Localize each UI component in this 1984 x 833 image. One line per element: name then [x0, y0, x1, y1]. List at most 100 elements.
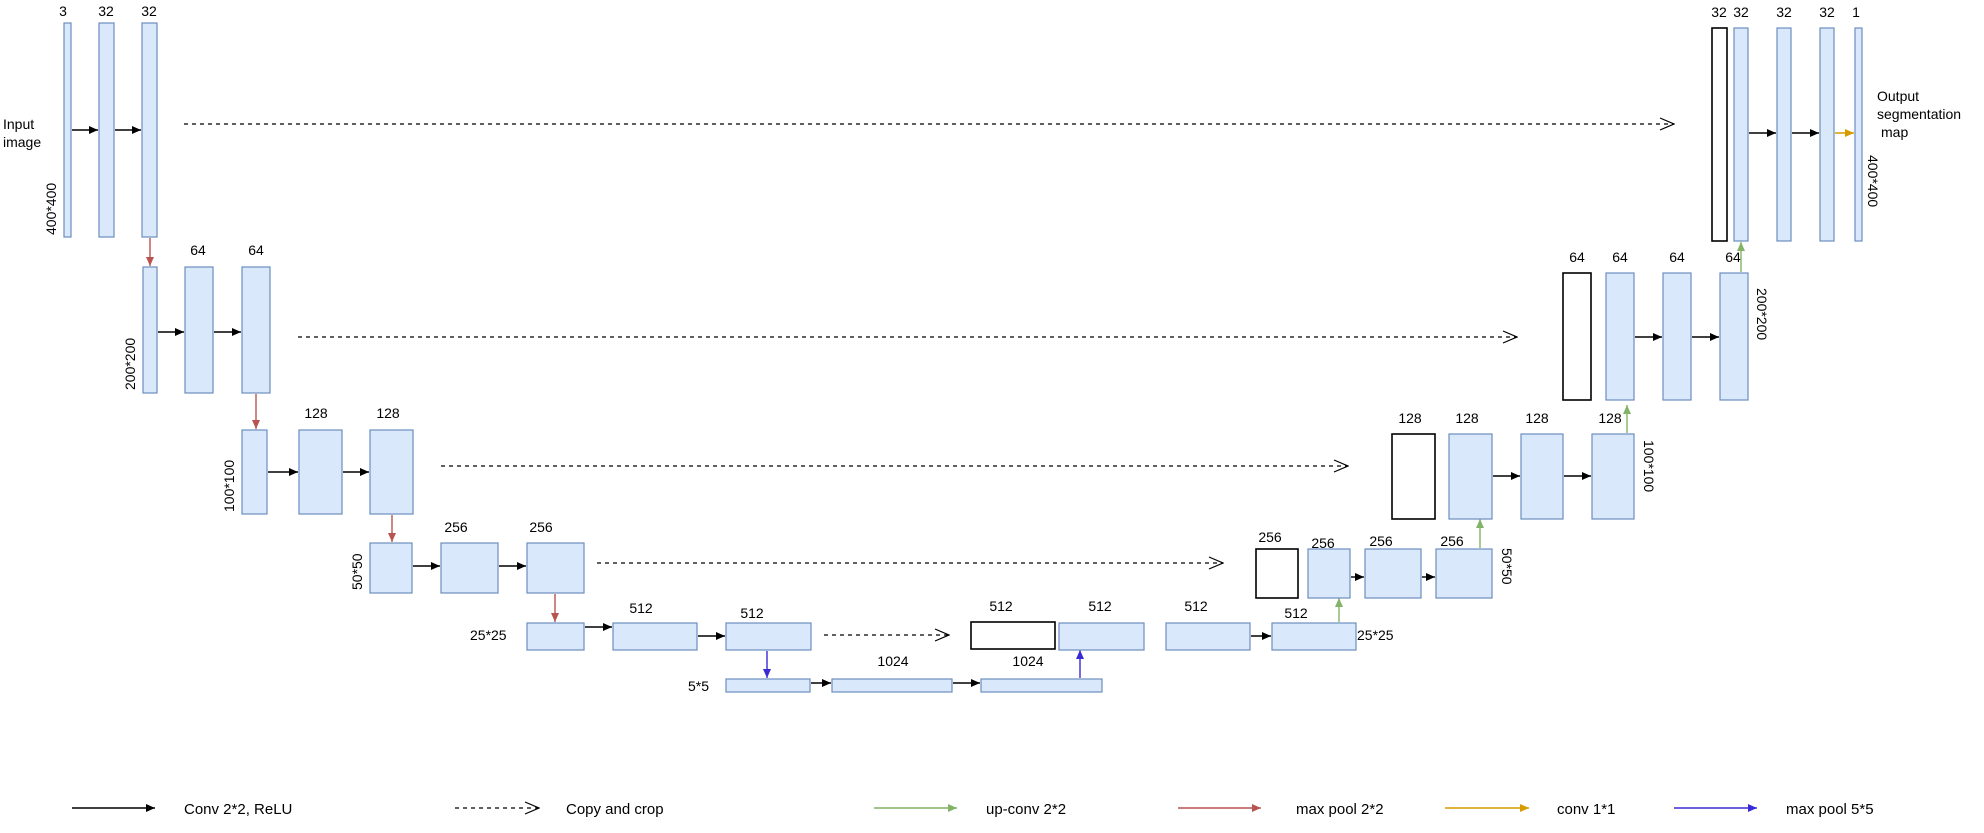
legend-item-maxpool-5: max pool 5*5: [1674, 801, 1874, 818]
bottleneck: 1024 1024 5*5: [688, 650, 1103, 694]
input-label-line2: image: [3, 134, 41, 150]
legend-item-upconv: up-conv 2*2: [874, 801, 1066, 818]
output-feature-map: [1854, 27, 1863, 242]
decoder-level-4: 256 256 256 256 50*50: [1255, 519, 1515, 599]
legend-label: up-conv 2*2: [986, 801, 1066, 818]
feature-map-dec2-c: [1719, 272, 1749, 401]
feature-map-enc4-a: [369, 542, 413, 594]
legend-item-conv-relu: Conv 2*2, ReLU: [72, 801, 292, 818]
spatial-size-label: 50*50: [349, 553, 365, 590]
feature-map-dec3-a: [1448, 433, 1493, 520]
channel-label: 64: [190, 242, 206, 258]
feature-map-dec3-b: [1520, 433, 1564, 520]
feature-map-dec4-c: [1435, 548, 1493, 599]
feature-map-dec4-a: [1307, 548, 1351, 599]
legend-item-conv1x1: conv 1*1: [1445, 801, 1615, 818]
decoder-level-2: 64 64 64 64 200*200: [1562, 242, 1770, 401]
channel-label: 64: [1569, 249, 1585, 265]
channel-label: 1: [1852, 4, 1860, 20]
channel-label: 256: [529, 519, 553, 535]
spatial-size-label: 200*200: [1754, 288, 1770, 340]
spatial-size-label: 200*200: [122, 338, 138, 390]
feature-map-enc2-b: [184, 266, 214, 394]
spatial-size-label: 25*25: [470, 627, 507, 643]
output-label-line3: map: [1881, 124, 1908, 140]
feature-map-enc4-b: [440, 542, 499, 594]
feature-map-dec3-c: [1591, 433, 1635, 520]
channel-label: 128: [1398, 410, 1422, 426]
channel-label: 256: [1258, 529, 1282, 545]
channel-label: 512: [629, 600, 653, 616]
feature-map-enc5-b: [612, 622, 698, 651]
feature-map-dec2-b: [1662, 272, 1692, 401]
feature-map-bottleneck-c: [980, 678, 1103, 693]
channel-label: 64: [1725, 249, 1741, 265]
feature-map-dec5-a: [1058, 622, 1145, 651]
spatial-size-label: 5*5: [688, 678, 709, 694]
channel-label: 32: [1776, 4, 1792, 20]
channel-label: 512: [989, 598, 1013, 614]
copied-feature-map-dec4: [1255, 548, 1299, 599]
feature-map-dec5-c: [1271, 622, 1357, 651]
legend-item-copy-crop: Copy and crop: [455, 801, 664, 818]
feature-map-enc1-c: [141, 22, 158, 238]
legend-label: max pool 2*2: [1296, 801, 1384, 818]
channel-label: 128: [1455, 410, 1479, 426]
legend: Conv 2*2, ReLU Copy and crop up-conv 2*2…: [72, 801, 1874, 818]
feature-map-enc1-b: [98, 22, 115, 238]
encoder-level-3: 128 128 100*100: [221, 405, 414, 542]
encoder-level-4: 256 256 50*50: [349, 519, 585, 622]
output-label-line1: Output: [1877, 88, 1919, 104]
feature-map-dec1-a: [1733, 27, 1749, 242]
output-label-line2: segmentation: [1877, 106, 1961, 122]
channel-label: 512: [1088, 598, 1112, 614]
feature-map-enc2-a: [142, 266, 158, 394]
channel-label: 32: [98, 3, 114, 19]
feature-map-enc5-a: [526, 622, 585, 651]
feature-map-bottleneck-a: [725, 678, 811, 693]
spatial-size-label: 400*400: [43, 183, 59, 235]
copied-feature-map-dec3: [1391, 433, 1436, 520]
channel-label: 128: [1525, 410, 1549, 426]
channel-label: 128: [304, 405, 328, 421]
channel-label: 1024: [1012, 653, 1043, 669]
legend-item-maxpool-2: max pool 2*2: [1178, 801, 1384, 818]
channel-label: 32: [1819, 4, 1835, 20]
legend-label: Copy and crop: [566, 801, 664, 818]
channel-label: 64: [248, 242, 264, 258]
channel-label: 32: [141, 3, 157, 19]
channel-label: 128: [1598, 410, 1622, 426]
feature-map-enc3-c: [369, 429, 414, 515]
spatial-size-label: 50*50: [1499, 548, 1515, 585]
copied-feature-map-dec5: [970, 621, 1056, 650]
spatial-size-label: 25*25: [1357, 627, 1394, 643]
channel-label: 512: [1284, 605, 1308, 621]
spatial-size-label: 100*100: [221, 460, 237, 512]
channel-label: 1024: [877, 653, 908, 669]
feature-map-enc5-c: [725, 622, 812, 651]
feature-map-dec1-c: [1819, 27, 1835, 242]
channel-label: 64: [1612, 249, 1628, 265]
channel-label: 32: [1711, 4, 1727, 20]
feature-map-enc1-a: [63, 22, 72, 238]
feature-map-enc3-b: [298, 429, 343, 515]
decoder-level-1: 32 32 32 32 1 400*400 Output segmentatio…: [1711, 4, 1961, 242]
input-label-line1: Input: [3, 116, 34, 132]
feature-map-enc4-c: [526, 542, 585, 594]
skip-connections: [184, 124, 1674, 635]
feature-map-dec5-b: [1165, 622, 1251, 651]
feature-map-enc2-c: [241, 266, 271, 394]
spatial-size-label: 400*400: [1865, 155, 1881, 207]
channel-label: 256: [444, 519, 468, 535]
feature-map-dec1-b: [1776, 27, 1792, 242]
encoder-level-2: 64 64 200*200: [122, 242, 271, 429]
channel-label: 256: [1311, 535, 1335, 551]
copied-feature-map-dec2: [1562, 272, 1592, 401]
channel-label: 64: [1669, 249, 1685, 265]
channel-label: 256: [1369, 533, 1393, 549]
channel-label: 3: [59, 3, 67, 19]
legend-label: max pool 5*5: [1786, 801, 1874, 818]
channel-label: 256: [1440, 533, 1464, 549]
